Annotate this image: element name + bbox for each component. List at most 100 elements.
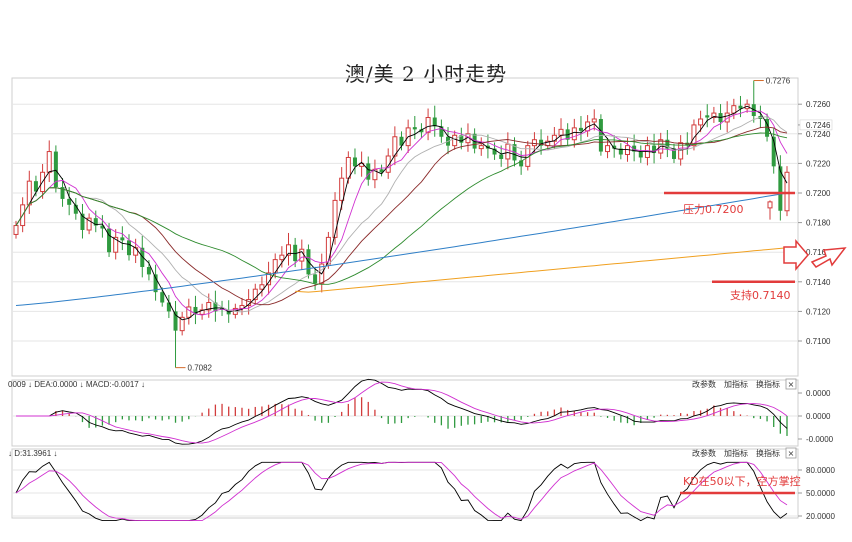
ma120-line [15,192,788,306]
macd-close-box[interactable] [785,378,797,390]
macd-dif-line [16,378,788,445]
last-price-tag [799,119,833,131]
candle-body [133,247,139,256]
candle-body [385,155,391,173]
macd-tick-label: -0.0000 [806,435,834,444]
candle-body [731,105,737,114]
candle-body [578,127,583,131]
candle-body [419,129,424,133]
macd-header: 0009 ↓ DEA:0.0000 ↓ MACD:-0.0017 ↓ [8,380,145,389]
candle-body [166,302,171,312]
candle-body [399,136,404,146]
candle-body [765,119,770,137]
candle-body [26,180,32,206]
candle-body [160,292,165,303]
candle-body [86,217,92,231]
candle-body [53,151,58,188]
candle-body [605,145,611,153]
candle-body [478,145,484,150]
price-tick-label: 0.7120 [806,307,831,316]
macd-switch-indicator-button[interactable]: 换指标 [756,379,780,389]
candle-body [199,309,205,315]
candle-body [93,218,98,226]
candle-body [206,302,212,311]
candle-body [126,240,131,256]
main-panel-frame [11,77,799,377]
candle-body [771,136,776,167]
candle-body [146,267,151,275]
ma10-line [15,110,788,316]
candle-body [459,135,464,143]
price-tick-label: 0.7200 [806,189,831,198]
price-tick-label: 0.7260 [806,100,831,109]
candle-body [286,244,292,256]
candle-body [80,213,85,230]
candle-body [711,112,717,119]
kd-switch-indicator-button[interactable]: 换指标 [756,448,780,458]
price-tick-label: 0.7140 [806,278,831,287]
candle-body [392,136,398,157]
candle-body [778,166,783,211]
candle-body [452,134,458,147]
candle-body [120,237,125,241]
support-label: 支持0.7140 [730,288,791,302]
macd-add-indicator-button[interactable]: 加指标 [724,379,748,389]
macd-close-icon[interactable]: × [788,380,795,389]
kd-k-line [15,461,788,522]
candle-body [612,145,617,149]
macd-params-button[interactable]: 改参数 [692,379,716,389]
candle-body [252,288,258,301]
arrow-up-right-icon [810,247,847,268]
ma60-line [15,132,788,285]
candle-body [153,274,158,293]
kd-close-box[interactable] [785,447,797,459]
candle-body [439,126,444,137]
candle-body [213,302,218,312]
kd-tick-label: 50.0000 [806,489,835,498]
macd-dea-line [16,381,788,444]
candle-body [13,225,19,235]
candle-body [519,160,524,167]
candle-body [113,236,119,253]
macd-panel-frame [11,379,799,447]
price-tick-label: 0.7220 [806,159,831,168]
candle-body [632,145,637,152]
ma250-line [295,247,788,293]
candle-body [698,118,704,126]
candle-body [67,198,72,205]
candle-body [784,171,790,212]
price-tick-label: 0.7160 [806,248,831,257]
candle-body [539,139,544,146]
kd-tick-label: 80.0000 [806,466,835,475]
candle-body [279,254,285,261]
kd-add-indicator-button[interactable]: 加指标 [724,448,748,458]
candle-body [100,225,105,229]
kd-params-button[interactable]: 改参数 [692,448,716,458]
candle-body [107,228,112,253]
kd-annotation: KD在50以下，空方掌控 [683,474,801,488]
candle-body [672,148,677,159]
candle-body [379,169,384,173]
candle-body [618,148,623,155]
last-price-label: 0.7246 [806,121,831,130]
ma5-line [15,105,788,321]
candle-body [193,306,198,315]
kd-close-icon[interactable]: × [788,449,795,458]
candle-body [366,163,371,180]
candle-body [558,128,564,136]
candle-body [339,177,345,201]
kd-tick-label: 20.0000 [806,512,835,521]
candle-body [173,311,178,331]
candle-body [638,151,643,158]
candle-body [352,157,357,167]
candle-body [492,148,497,155]
candle-body [33,181,38,192]
ma30-line [15,126,788,306]
macd-tick-label: 0.0000 [806,412,831,421]
page-title: 澳/美 2 小时走势 [344,62,508,86]
candle-body [505,143,511,160]
candle-body [767,201,773,209]
candle-body [140,247,145,267]
candle-body [425,117,431,133]
